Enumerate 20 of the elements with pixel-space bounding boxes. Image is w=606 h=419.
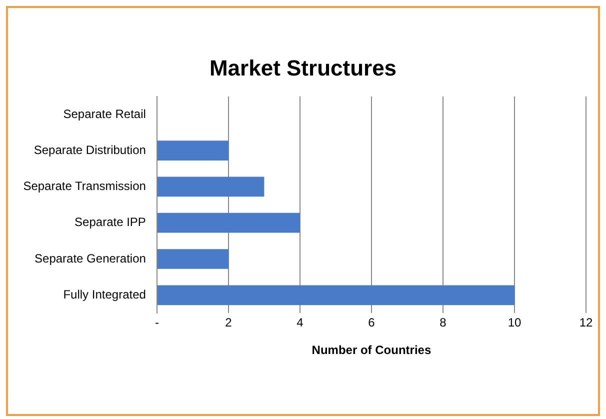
x-tick-label: 8 — [440, 316, 447, 330]
bar — [157, 285, 514, 306]
y-tick-label: Separate Generation — [34, 251, 146, 266]
y-tick-label: Fully Integrated — [63, 287, 146, 302]
x-tick-label: 12 — [579, 316, 593, 330]
bar — [157, 212, 300, 233]
x-tick-label: 6 — [368, 316, 376, 330]
bar — [157, 176, 264, 197]
x-tick-label: 4 — [296, 316, 304, 330]
y-tick-label: Separate IPP — [74, 215, 146, 230]
x-tick-label: 2 — [225, 316, 232, 330]
y-tick-label: Separate Transmission — [23, 179, 146, 194]
x-tick-label: 10 — [508, 316, 522, 330]
x-axis-title: Number of Countries — [312, 343, 432, 358]
bar — [157, 249, 228, 269]
chart-title: Market Structures — [209, 55, 397, 80]
y-tick-label: Separate Distribution — [34, 142, 146, 157]
bar — [157, 140, 228, 161]
y-tick-label: Separate Retail — [63, 106, 146, 121]
x-tick-label: - — [154, 316, 159, 330]
